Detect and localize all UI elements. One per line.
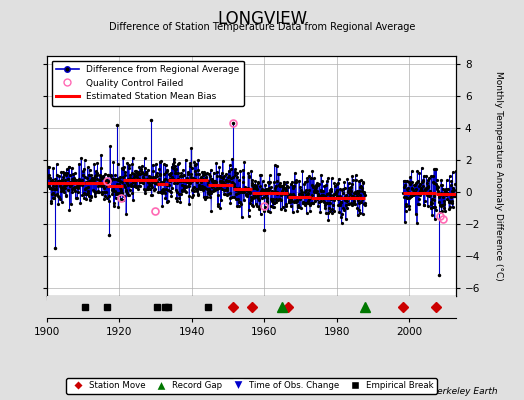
Legend: Difference from Regional Average, Quality Control Failed, Estimated Station Mean: Difference from Regional Average, Qualit… [52, 60, 244, 106]
Y-axis label: Monthly Temperature Anomaly Difference (°C): Monthly Temperature Anomaly Difference (… [494, 71, 503, 281]
Text: Berkeley Earth: Berkeley Earth [431, 387, 498, 396]
Text: LONGVIEW: LONGVIEW [217, 10, 307, 28]
Legend: Station Move, Record Gap, Time of Obs. Change, Empirical Break: Station Move, Record Gap, Time of Obs. C… [66, 378, 437, 394]
Text: Difference of Station Temperature Data from Regional Average: Difference of Station Temperature Data f… [109, 22, 415, 32]
